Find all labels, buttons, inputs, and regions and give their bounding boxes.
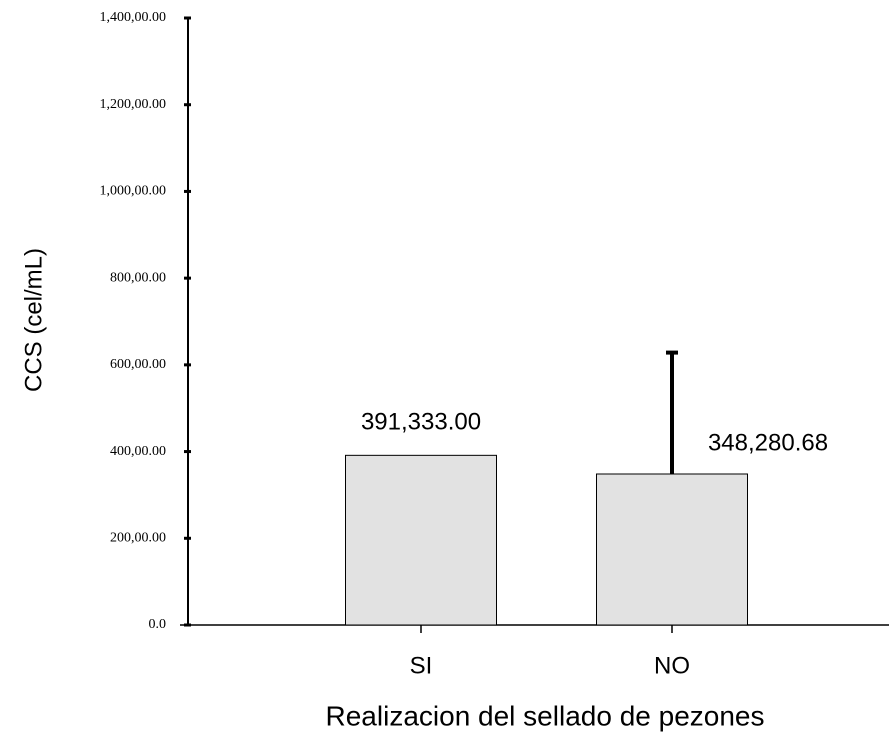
value-label: 391,333.00 — [361, 409, 481, 436]
y-tick-label: 1,200,00.00 — [100, 97, 167, 112]
value-label: 348,280.68 — [708, 429, 828, 456]
y-tick-label: 400,00.00 — [110, 444, 166, 459]
y-tick-label: 1,000,00.00 — [100, 184, 167, 199]
y-tick-label: 200,00.00 — [110, 531, 166, 546]
x-tick-label: NO — [654, 652, 690, 679]
bar — [596, 473, 748, 626]
bar — [345, 454, 497, 626]
x-axis-label: Realizacion del sellado de pezones — [326, 700, 765, 731]
y-axis-label: CCS (cel/mL) — [20, 248, 47, 392]
y-tick-label: 0.0 — [149, 617, 167, 632]
x-tick-label: SI — [410, 652, 433, 679]
y-tick-label: 1,400,00.00 — [100, 10, 167, 25]
y-tick-label: 800,00.00 — [110, 270, 166, 285]
y-tick-label: 600,00.00 — [110, 357, 166, 372]
